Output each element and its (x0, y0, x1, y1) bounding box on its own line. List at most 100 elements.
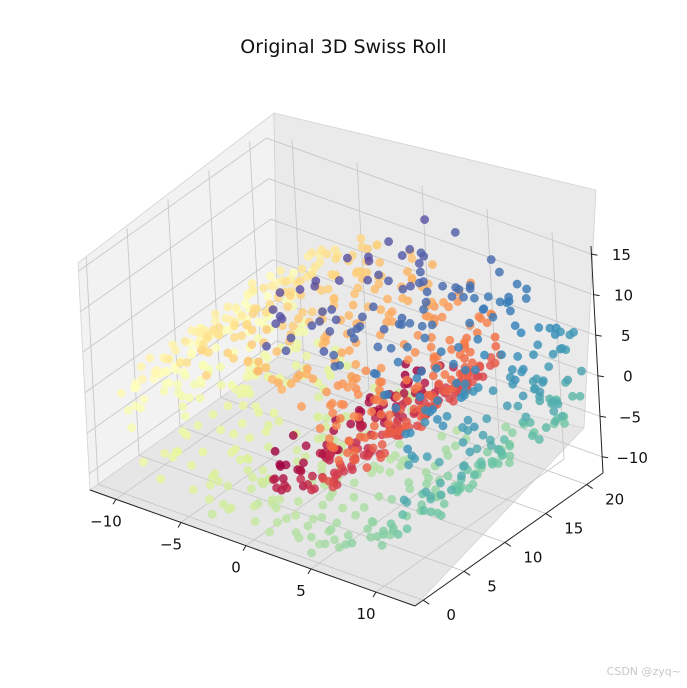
data-point (174, 388, 183, 397)
data-point (490, 358, 500, 368)
data-point (295, 276, 305, 286)
data-point (449, 396, 458, 406)
z-tick-mark (597, 375, 604, 378)
data-point (294, 533, 304, 543)
data-point (324, 476, 334, 486)
data-point (313, 412, 323, 422)
data-point (383, 294, 392, 304)
data-point (426, 507, 436, 517)
data-point (513, 352, 523, 361)
data-point (218, 499, 228, 509)
data-point (201, 371, 211, 380)
data-point (282, 483, 292, 493)
data-point (298, 307, 307, 317)
data-point (150, 368, 160, 378)
y-tick-mark (504, 541, 512, 547)
data-point (269, 408, 279, 418)
z-tick-label: 5 (621, 327, 631, 345)
data-point (560, 419, 569, 428)
data-point (325, 455, 334, 465)
data-point (432, 364, 441, 373)
data-point (529, 384, 539, 394)
grid-line-y (126, 228, 140, 456)
data-point (417, 367, 426, 376)
data-point (403, 444, 412, 454)
data-point (338, 503, 348, 513)
grid-line-x (486, 208, 500, 436)
data-point (214, 476, 223, 486)
data-point (385, 410, 395, 420)
data-point (182, 358, 192, 367)
chart-title: Original 3D Swiss Roll (240, 36, 447, 58)
data-point (443, 451, 453, 460)
data-point (231, 303, 241, 312)
data-point (315, 424, 325, 433)
data-point (349, 455, 358, 464)
data-point (384, 418, 393, 428)
data-point (403, 396, 413, 406)
data-point (335, 361, 344, 370)
data-point (474, 312, 484, 322)
data-point (229, 354, 238, 363)
data-point (421, 487, 431, 497)
grid-line-z (270, 218, 596, 336)
data-point (223, 348, 233, 358)
data-point (348, 300, 358, 310)
x-tick-label: 5 (296, 582, 306, 600)
data-point (470, 293, 479, 303)
data-point (294, 497, 303, 506)
data-point (242, 372, 252, 382)
data-point (507, 365, 517, 374)
data-point (277, 385, 287, 394)
data-point (307, 532, 316, 542)
data-point (248, 473, 258, 482)
data-point (382, 429, 392, 439)
data-point (296, 474, 306, 484)
data-point (302, 351, 311, 361)
data-point (375, 465, 385, 474)
data-point (335, 414, 345, 423)
data-point (159, 386, 169, 396)
data-point (401, 429, 411, 439)
data-point (116, 388, 126, 398)
data-point (297, 264, 307, 274)
data-point (415, 392, 425, 402)
data-point (517, 367, 526, 377)
data-point (127, 423, 137, 432)
data-point (405, 318, 415, 328)
data-point (407, 254, 417, 264)
data-point (318, 500, 328, 510)
data-point (327, 270, 336, 279)
data-point (565, 330, 575, 340)
data-point (486, 255, 496, 264)
data-point (307, 248, 317, 258)
data-point (414, 259, 424, 268)
data-point (263, 291, 273, 301)
data-point (262, 325, 271, 335)
data-point (271, 319, 281, 329)
data-point (464, 484, 474, 493)
data-point (214, 330, 224, 340)
data-point (164, 355, 173, 364)
data-point (451, 441, 460, 451)
x-tick-label: −10 (90, 512, 122, 530)
data-point (368, 302, 378, 312)
data-point (402, 375, 411, 385)
data-point (539, 376, 548, 386)
data-point (216, 425, 226, 435)
data-point (317, 513, 327, 522)
data-point (419, 305, 428, 314)
data-point (488, 386, 498, 396)
data-point (465, 447, 475, 457)
data-point (548, 349, 558, 359)
data-point (483, 292, 493, 302)
grid-line-x (115, 365, 305, 500)
data-point (326, 525, 336, 534)
data-point (281, 277, 291, 287)
data-point (254, 408, 264, 417)
data-point (533, 340, 543, 350)
data-point (482, 414, 492, 424)
data-point (286, 333, 296, 343)
data-point (244, 454, 253, 464)
